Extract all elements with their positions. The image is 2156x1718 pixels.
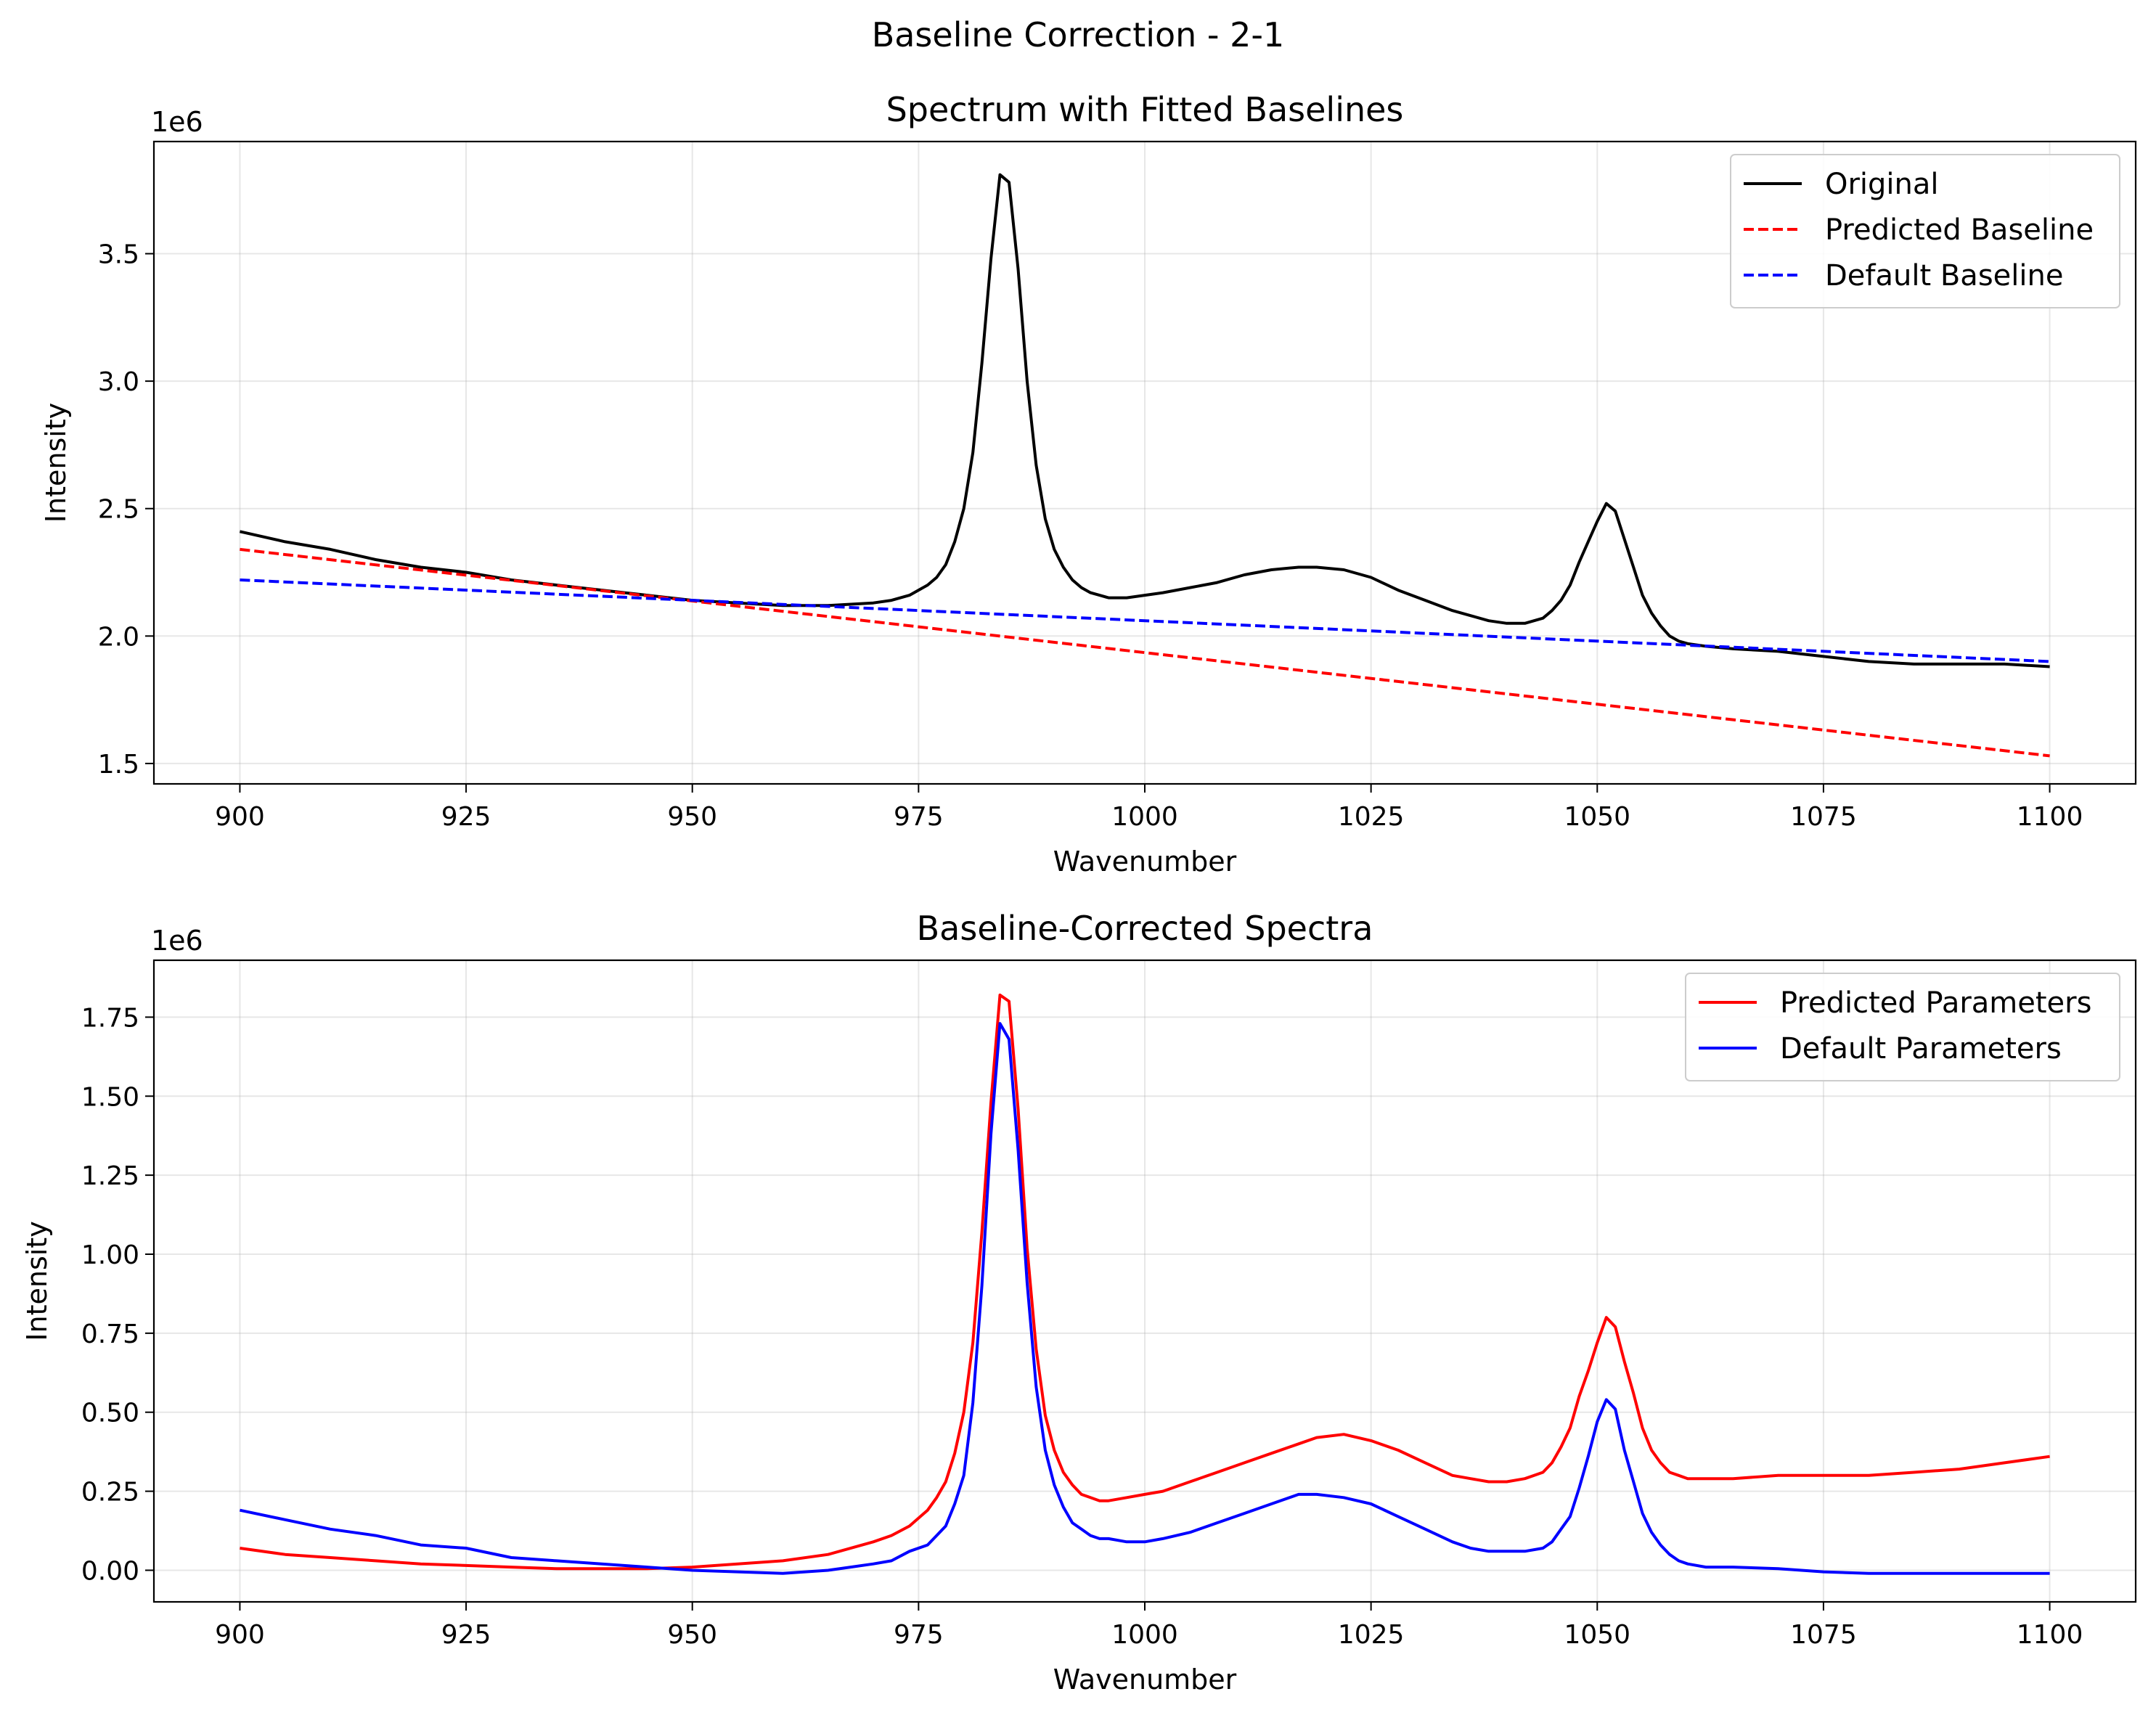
bottom-chart-grid <box>154 960 2136 1602</box>
top-chart-legend-box <box>1730 154 2120 308</box>
top-chart-legend-label: Default Baseline <box>1825 259 2063 293</box>
top-chart-series-default-baseline <box>240 578 2050 663</box>
bottom-chart-x-tick-label: 1000 <box>1111 1620 1178 1650</box>
bottom-chart-x-tick-label: 950 <box>667 1620 717 1650</box>
top-chart-y-tick-label: 2.0 <box>98 622 139 652</box>
bottom-chart-y-tick-label: 0.75 <box>81 1320 139 1349</box>
top-chart-ticks: 900 925 950 975 1000 1025 1050 1075 1100 1.5 2.0 2.… <box>98 240 2083 832</box>
bottom-chart-series-default-parameters <box>239 1022 2050 1575</box>
top-chart-y-tick-label: 2.5 <box>98 495 139 525</box>
bottom-chart-x-tick-label: 925 <box>441 1620 491 1650</box>
bottom-chart-y-offset-label: 1e6 <box>151 925 203 957</box>
top-chart-y-axis-label: Intensity <box>40 403 72 523</box>
bottom-chart-x-axis-label: Wavenumber <box>1053 1664 1237 1695</box>
bottom-chart-legend-box <box>1685 973 2120 1081</box>
top-chart-x-tick-label: 1100 <box>2017 802 2083 832</box>
bottom-chart-x-tick-label: 1025 <box>1338 1620 1405 1650</box>
bottom-chart-title: Baseline-Corrected Spectra <box>917 909 1373 948</box>
top-chart-legend-label: Original <box>1825 168 1939 201</box>
bottom-chart-x-tick-label: 1075 <box>1790 1620 1857 1650</box>
top-chart-x-tick-label: 900 <box>215 802 265 832</box>
top-chart-y-tick-label: 1.5 <box>98 750 139 780</box>
top-chart-x-tick-label: 1050 <box>1564 802 1630 832</box>
bottom-chart-y-tick-label: 0.25 <box>81 1478 139 1508</box>
top-chart-series <box>239 173 2050 758</box>
top-chart-title: Spectrum with Fitted Baselines <box>886 90 1404 129</box>
bottom-chart-y-tick-label: 0.50 <box>81 1399 139 1428</box>
top-chart-legend-label: Predicted Baseline <box>1825 213 2094 247</box>
top-chart-y-offset-label: 1e6 <box>151 106 203 138</box>
bottom-chart-y-tick-label: 1.00 <box>81 1240 139 1270</box>
bottom-chart-x-tick-label: 900 <box>215 1620 265 1650</box>
top-chart-series-predicted-baseline <box>240 547 2050 758</box>
top-chart-x-tick-label: 1075 <box>1790 802 1857 832</box>
top-chart-x-tick-label: 1025 <box>1338 802 1405 832</box>
bottom-chart-y-tick-label: 0.00 <box>81 1556 139 1586</box>
bottom-chart-legend-label: Predicted Parameters <box>1780 986 2091 1020</box>
top-chart-series-original <box>239 173 2050 668</box>
bottom-chart-x-tick-label: 1050 <box>1564 1620 1630 1650</box>
bottom-chart-x-tick-label: 1100 <box>2017 1620 2083 1650</box>
figure-suptitle: Baseline Correction - 2-1 <box>872 15 1285 54</box>
bottom-chart-x-tick-label: 975 <box>894 1620 944 1650</box>
bottom-chart-y-tick-label: 1.25 <box>81 1161 139 1191</box>
bottom-chart-y-tick-label: 1.50 <box>81 1082 139 1112</box>
top-chart-x-tick-label: 950 <box>667 802 717 832</box>
bottom-chart-ticks: 900 925 950 975 1000 1025 1050 1075 1100 0.00 0.25… <box>81 1003 2083 1650</box>
top-chart-y-tick-label: 3.0 <box>98 367 139 397</box>
top-chart-y-tick-label: 3.5 <box>98 240 139 270</box>
bottom-chart-series-predicted-parameters <box>240 993 2050 1571</box>
bottom-chart-y-axis-label: Intensity <box>21 1221 53 1341</box>
bottom-chart: 900 925 950 975 1000 1025 1050 1075 1100 0.00 0.25… <box>21 909 2137 1695</box>
top-chart-x-tick-label: 925 <box>441 802 491 832</box>
top-chart-x-axis-label: Wavenumber <box>1053 846 1237 878</box>
bottom-chart-legend: Predicted Parameters Default Parameters <box>1685 973 2120 1081</box>
top-chart-x-tick-label: 1000 <box>1111 802 1178 832</box>
bottom-chart-legend-label: Default Parameters <box>1780 1032 2062 1065</box>
top-chart-legend: Original Predicted Baseline Default Baseli… <box>1730 154 2120 308</box>
bottom-chart-series <box>239 993 2050 1575</box>
bottom-chart-y-tick-label: 1.75 <box>81 1003 139 1033</box>
top-chart: 900 925 950 975 1000 1025 1050 1075 1100 1.5 2.0 2.… <box>40 90 2137 878</box>
top-chart-x-tick-label: 975 <box>894 802 944 832</box>
